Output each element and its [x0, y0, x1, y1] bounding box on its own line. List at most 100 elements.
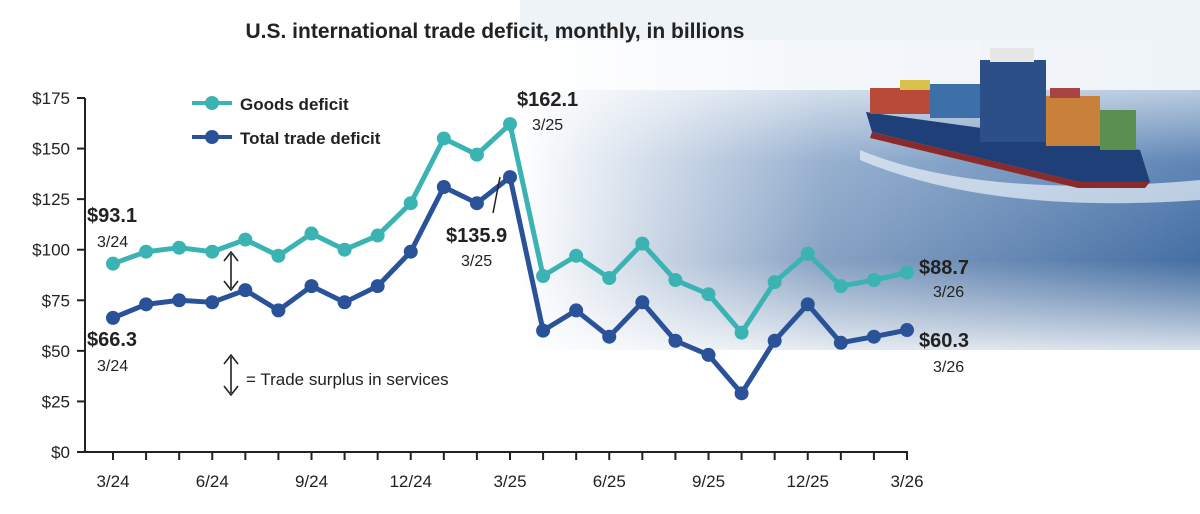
legend-marker-total [205, 130, 219, 144]
chart-title: U.S. international trade deficit, monthl… [246, 20, 745, 43]
data-point-goods [800, 246, 815, 261]
annotation-total-peak-date: 3/25 [461, 253, 492, 270]
data-point-goods [238, 232, 253, 247]
data-point-total [271, 303, 286, 318]
annotation-goods-end-value: $88.7 [919, 257, 969, 279]
data-point-total [800, 297, 815, 312]
data-point-goods [536, 269, 551, 284]
data-point-total [205, 295, 220, 310]
data-point-goods [370, 228, 385, 243]
annotation-total-end-date: 3/26 [933, 359, 964, 376]
y-tick-label: $125 [32, 190, 70, 209]
y-tick-label: $25 [42, 392, 70, 411]
data-point-goods [436, 131, 451, 146]
data-point-goods [900, 265, 914, 280]
data-point-goods [635, 236, 650, 251]
data-point-total [337, 295, 352, 310]
data-point-goods [304, 226, 319, 241]
legend-label-goods: Goods deficit [240, 95, 349, 114]
x-tick-label: 12/24 [389, 472, 432, 491]
data-point-goods [833, 279, 848, 294]
y-ticks: $0 $25 $50 $75 $100 $125 $150 $175 [32, 89, 85, 462]
legend-label-total: Total trade deficit [240, 129, 381, 148]
data-point-goods [668, 273, 683, 288]
x-ticks: 3/24 6/24 9/24 12/24 3/25 6/25 9/25 12/25 3/26 [96, 452, 924, 491]
data-point-goods [139, 244, 154, 259]
data-point-goods [172, 240, 187, 255]
x-tick-label: 9/25 [692, 472, 725, 491]
data-point-total [469, 196, 484, 211]
data-point-goods [403, 196, 418, 211]
services-note-text: = Trade surplus in services [246, 370, 449, 389]
annotation-total-start-date: 3/24 [97, 358, 128, 375]
x-tick-label: 6/24 [196, 472, 229, 491]
data-point-goods [866, 273, 881, 288]
data-point-total [304, 279, 319, 294]
x-tick-label: 12/25 [786, 472, 829, 491]
data-point-goods [569, 248, 584, 263]
annotation-total-end-value: $60.3 [919, 330, 969, 352]
legend-marker-goods [205, 96, 219, 110]
data-point-total [602, 329, 617, 344]
data-point-total [536, 323, 551, 338]
annotation-total-peak-value: $135.9 [446, 225, 507, 247]
y-tick-label: $75 [42, 291, 70, 310]
annotation-goods-start-date: 3/24 [97, 234, 128, 251]
services-note: = Trade surplus in services [223, 353, 449, 397]
annotation-goods-peak-value: $162.1 [517, 89, 578, 111]
data-point-goods [701, 287, 716, 302]
data-point-total [436, 180, 451, 195]
data-point-total [172, 293, 187, 308]
y-tick-label: $150 [32, 140, 70, 159]
data-point-total [370, 279, 385, 294]
y-tick-label: $100 [32, 241, 70, 260]
legend-item-total: Total trade deficit [192, 129, 381, 148]
x-tick-label: 9/24 [295, 472, 328, 491]
data-point-goods [337, 242, 352, 257]
double-arrow-icon [223, 353, 239, 397]
data-point-total [900, 323, 914, 338]
data-point-total [635, 295, 650, 310]
annotation-total-start-value: $66.3 [87, 329, 137, 351]
x-tick-label: 3/24 [96, 472, 129, 491]
data-point-goods [503, 117, 517, 132]
annotation-total-peak-leader [492, 176, 501, 214]
data-point-total [734, 386, 749, 401]
legend-item-goods: Goods deficit [192, 95, 349, 114]
data-point-total [139, 297, 154, 312]
data-point-total [403, 244, 418, 259]
annotation-goods-end-date: 3/26 [933, 284, 964, 301]
annotations: $93.1 3/24 $66.3 3/24 $162.1 3/25 $135.9… [87, 89, 969, 376]
series-total [106, 170, 914, 401]
annotation-goods-peak-date: 3/25 [532, 117, 563, 134]
data-point-goods [767, 275, 782, 290]
data-point-total [106, 310, 120, 325]
data-point-total [668, 333, 683, 348]
series-layer [106, 117, 914, 401]
data-point-total [503, 170, 517, 185]
y-tick-label: $175 [32, 89, 70, 108]
data-point-total [701, 347, 716, 362]
services-gap-arrow [223, 250, 239, 292]
data-point-total [569, 303, 584, 318]
data-point-total [866, 329, 881, 344]
x-tick-label: 6/25 [593, 472, 626, 491]
data-point-goods [106, 256, 120, 271]
axes [84, 98, 908, 453]
series-goods [106, 117, 914, 340]
data-point-goods [734, 325, 749, 340]
data-point-goods [271, 248, 286, 263]
annotation-goods-start-value: $93.1 [87, 205, 137, 227]
data-point-total [238, 283, 253, 298]
data-point-goods [469, 147, 484, 162]
data-point-goods [602, 271, 617, 286]
y-tick-label: $50 [42, 342, 70, 361]
container-ship-image [520, 0, 1200, 370]
data-point-total [833, 335, 848, 350]
x-tick-label: 3/25 [493, 472, 526, 491]
legend: Goods deficit Total trade deficit [192, 95, 381, 148]
data-point-total [767, 333, 782, 348]
data-point-goods [205, 244, 220, 259]
x-tick-label: 3/26 [890, 472, 923, 491]
